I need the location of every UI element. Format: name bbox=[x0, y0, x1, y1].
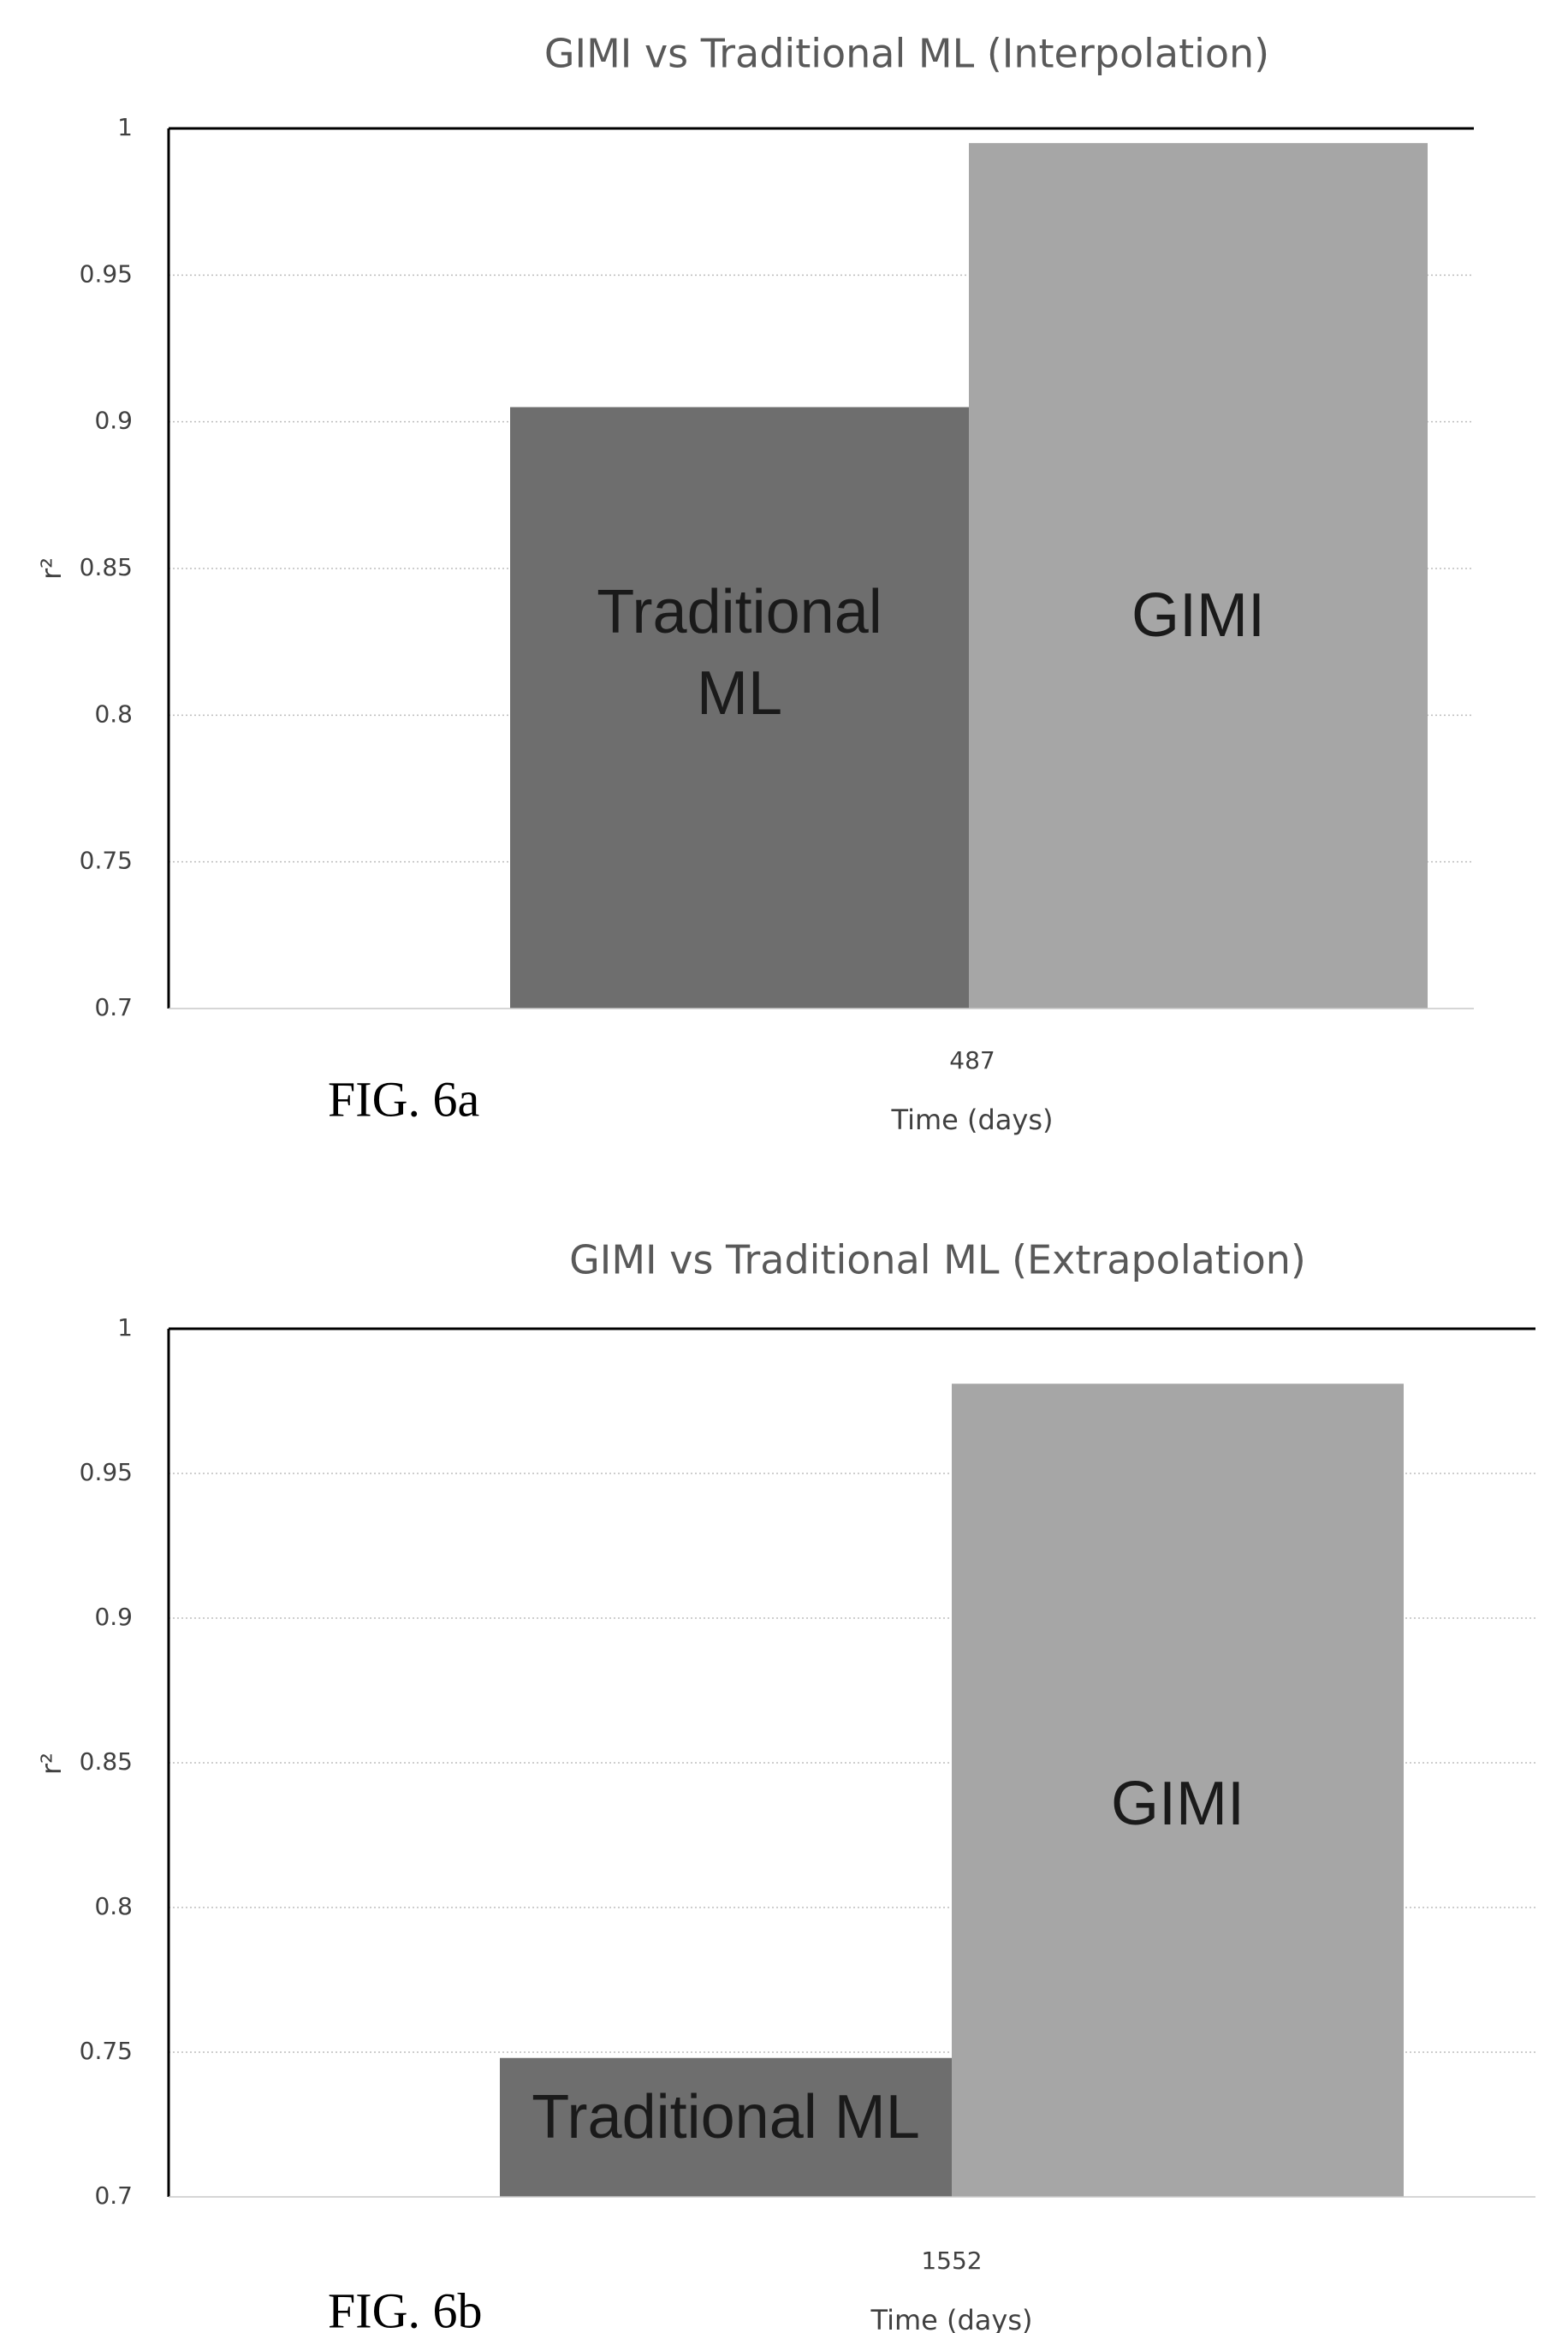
y-tick-label: 0.7 bbox=[94, 2181, 133, 2210]
bar-gimi bbox=[952, 1384, 1404, 2197]
x-axis-label: Time (days) bbox=[891, 1104, 1054, 1136]
y-tick-label: 0.7 bbox=[94, 993, 133, 1021]
chart-panel-2: GIMI vs Traditional ML (Extrapolation) 0.… bbox=[35, 1237, 1535, 2333]
x-axis-label: Time (days) bbox=[870, 2304, 1033, 2333]
bar-label: Traditional ML bbox=[532, 2083, 920, 2151]
bar-traditional-ml bbox=[500, 2057, 952, 2197]
y-axis-label: r² bbox=[35, 557, 68, 580]
x-tick-label: 487 bbox=[949, 1046, 995, 1074]
y-axis-label: r² bbox=[35, 1753, 68, 1775]
bar-label: ML bbox=[697, 659, 782, 728]
y-tick-label: 0.95 bbox=[80, 259, 133, 288]
y-tick-label: 0.8 bbox=[94, 1892, 133, 1920]
bar-gimi bbox=[969, 143, 1428, 1009]
y-tick-label: 0.8 bbox=[94, 699, 133, 728]
y-tick-label: 0.85 bbox=[80, 553, 133, 581]
figure-caption: FIG. 6a bbox=[328, 1071, 479, 1127]
bar-label: GIMI bbox=[1131, 581, 1265, 650]
y-tick-label: 1 bbox=[117, 1313, 133, 1342]
y-tick-label: 0.75 bbox=[80, 847, 133, 875]
y-tick-label: 0.95 bbox=[80, 1458, 133, 1486]
y-tick-label: 0.75 bbox=[80, 2037, 133, 2065]
bar-traditional-ml bbox=[510, 407, 969, 1009]
y-tick-label: 0.9 bbox=[94, 1603, 133, 1631]
chart-panel-1: GIMI vs Traditional ML (Interpolation) 0.… bbox=[35, 31, 1474, 1136]
chart-title: GIMI vs Traditional ML (Extrapolation) bbox=[569, 1237, 1306, 1283]
bar-label: GIMI bbox=[1111, 1770, 1244, 1838]
figure-caption: FIG. 6b bbox=[328, 2282, 482, 2333]
x-tick-label: 1552 bbox=[921, 2247, 982, 2275]
y-tick-label: 1 bbox=[117, 113, 133, 141]
bar-label: Traditional bbox=[597, 578, 882, 646]
y-tick-label: 0.9 bbox=[94, 407, 133, 435]
y-tick-label: 0.85 bbox=[80, 1747, 133, 1776]
chart-title: GIMI vs Traditional ML (Interpolation) bbox=[544, 31, 1269, 77]
